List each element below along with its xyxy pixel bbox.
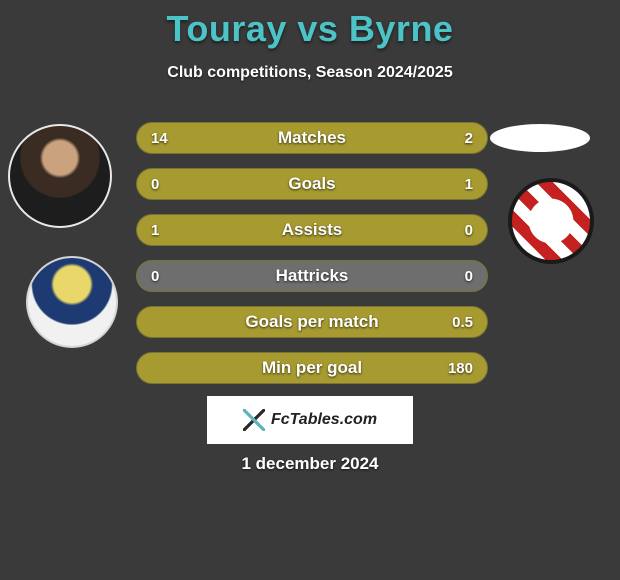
comparison-chart: 14Matches20Goals11Assists00Hattricks0Goa… bbox=[136, 122, 488, 398]
stat-value-right: 2 bbox=[435, 130, 487, 147]
brand-badge: FcTables.com bbox=[207, 396, 413, 444]
stat-value-right: 0 bbox=[435, 222, 487, 239]
stat-row: 1Assists0 bbox=[136, 214, 488, 246]
stat-value-left: 0 bbox=[137, 176, 189, 193]
brand-logo-icon bbox=[243, 409, 265, 431]
brand-text: FcTables.com bbox=[271, 411, 377, 429]
page-title: Touray vs Byrne bbox=[0, 0, 620, 50]
stat-label: Min per goal bbox=[189, 358, 435, 378]
stat-row: 0Hattricks0 bbox=[136, 260, 488, 292]
stat-label: Assists bbox=[189, 220, 435, 240]
stat-value-left: 1 bbox=[137, 222, 189, 239]
stat-row: 14Matches2 bbox=[136, 122, 488, 154]
stat-value-right: 0 bbox=[435, 268, 487, 285]
stat-row: Min per goal180 bbox=[136, 352, 488, 384]
season-subtitle: Club competitions, Season 2024/2025 bbox=[0, 64, 620, 82]
stat-value-left: 14 bbox=[137, 130, 189, 147]
stat-label: Matches bbox=[189, 128, 435, 148]
stat-label: Goals per match bbox=[189, 312, 435, 332]
snapshot-date: 1 december 2024 bbox=[0, 454, 620, 474]
stat-value-left: 0 bbox=[137, 268, 189, 285]
player-right-avatar bbox=[490, 124, 590, 152]
stat-value-right: 0.5 bbox=[435, 314, 487, 331]
stat-value-right: 180 bbox=[435, 360, 487, 377]
player-left-avatar bbox=[8, 124, 112, 228]
stat-label: Hattricks bbox=[189, 266, 435, 286]
stat-row: Goals per match0.5 bbox=[136, 306, 488, 338]
stat-row: 0Goals1 bbox=[136, 168, 488, 200]
stat-value-right: 1 bbox=[435, 176, 487, 193]
club-right-crest bbox=[508, 178, 594, 264]
stat-label: Goals bbox=[189, 174, 435, 194]
club-left-crest bbox=[26, 256, 118, 348]
